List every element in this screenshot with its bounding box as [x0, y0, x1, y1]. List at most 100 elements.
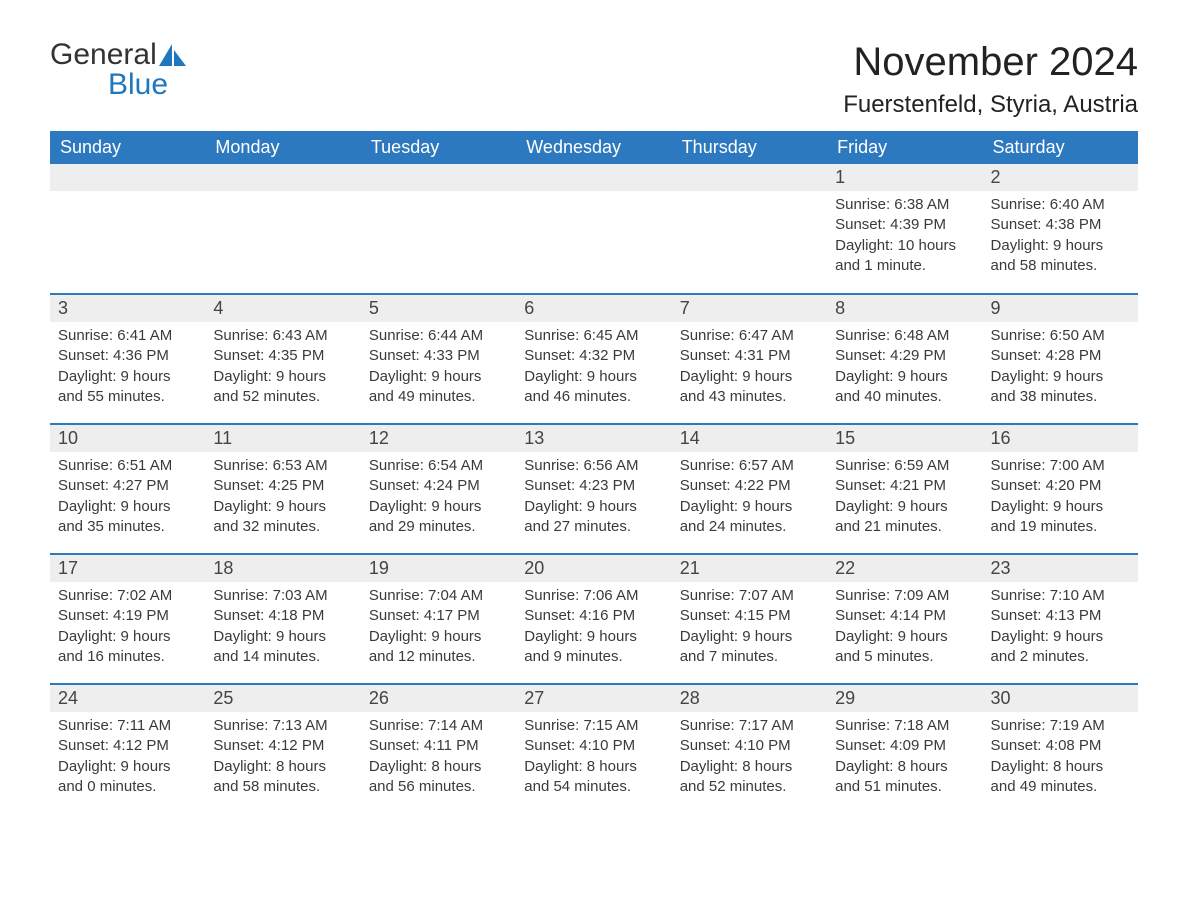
calendar-day-cell: 25 Sunrise: 7:13 AMSunset: 4:12 PMDayligh…	[205, 684, 360, 814]
sunrise-text: Sunrise: 7:02 AM	[58, 586, 197, 606]
daylight-text: Daylight: 8 hours and 49 minutes.	[991, 757, 1130, 798]
day-details: Sunrise: 6:41 AMSunset: 4:36 PMDaylight:…	[50, 322, 205, 415]
sunset-text: Sunset: 4:17 PM	[369, 606, 508, 626]
day-number: 4	[205, 295, 360, 322]
calendar-day-cell: 12Sunrise: 6:54 AMSunset: 4:24 PMDayligh…	[361, 424, 516, 554]
sunrise-text: Sunrise: 7:00 AM	[991, 456, 1130, 476]
sunrise-text: Sunrise: 7:18 AM	[835, 716, 974, 736]
sunset-text: Sunset: 4:12 PM	[213, 736, 352, 756]
sunrise-text: Sunrise: 7:11 AM	[58, 716, 197, 736]
day-number: 6	[516, 295, 671, 322]
sunrise-text: Sunrise: 6:57 AM	[680, 456, 819, 476]
daylight-text: Daylight: 8 hours and 58 minutes.	[213, 757, 352, 798]
sunrise-text: Sunrise: 6:43 AM	[213, 326, 352, 346]
day-details: Sunrise: 6:38 AMSunset: 4:39 PMDaylight:…	[827, 191, 982, 284]
day-details: Sunrise: 6:47 AMSunset: 4:31 PMDaylight:…	[672, 322, 827, 415]
calendar-week-row: 3Sunrise: 6:41 AMSunset: 4:36 PMDaylight…	[50, 294, 1138, 424]
calendar-day-cell: 6Sunrise: 6:45 AMSunset: 4:32 PMDaylight…	[516, 294, 671, 424]
weekday-header: Thursday	[672, 131, 827, 164]
day-number: 14	[672, 425, 827, 452]
day-details: Sunrise: 7:10 AMSunset: 4:13 PMDaylight:…	[983, 582, 1138, 675]
sunrise-text: Sunrise: 7:03 AM	[213, 586, 352, 606]
day-number: 15	[827, 425, 982, 452]
calendar-day-cell: 26Sunrise: 7:14 AMSunset: 4:11 PMDayligh…	[361, 684, 516, 814]
daylight-text: Daylight: 9 hours and 55 minutes.	[58, 367, 197, 408]
sunrise-text: Sunrise: 6:40 AM	[991, 195, 1130, 215]
daylight-text: Daylight: 9 hours and 21 minutes.	[835, 497, 974, 538]
sunset-text: Sunset: 4:23 PM	[524, 476, 663, 496]
sunset-text: Sunset: 4:28 PM	[991, 346, 1130, 366]
calendar-day-cell: 29Sunrise: 7:18 AMSunset: 4:09 PMDayligh…	[827, 684, 982, 814]
logo-word-2: Blue	[108, 70, 187, 100]
day-number: 5	[361, 295, 516, 322]
sunrise-text: Sunrise: 6:53 AM	[213, 456, 352, 476]
daylight-text: Daylight: 9 hours and 46 minutes.	[524, 367, 663, 408]
daylight-text: Daylight: 9 hours and 40 minutes.	[835, 367, 974, 408]
title-block: November 2024 Fuerstenfeld, Styria, Aust…	[843, 40, 1138, 119]
sunset-text: Sunset: 4:29 PM	[835, 346, 974, 366]
sunrise-text: Sunrise: 6:56 AM	[524, 456, 663, 476]
daylight-text: Daylight: 9 hours and 14 minutes.	[213, 627, 352, 668]
daylight-text: Daylight: 8 hours and 51 minutes.	[835, 757, 974, 798]
sail-icon	[159, 42, 187, 72]
day-number: 8	[827, 295, 982, 322]
daylight-text: Daylight: 9 hours and 58 minutes.	[991, 236, 1130, 277]
sunset-text: Sunset: 4:35 PM	[213, 346, 352, 366]
calendar-day-cell: 17Sunrise: 7:02 AMSunset: 4:19 PMDayligh…	[50, 554, 205, 684]
sunset-text: Sunset: 4:16 PM	[524, 606, 663, 626]
weekday-header: Tuesday	[361, 131, 516, 164]
daylight-text: Daylight: 8 hours and 56 minutes.	[369, 757, 508, 798]
sunset-text: Sunset: 4:32 PM	[524, 346, 663, 366]
day-details: Sunrise: 7:17 AMSunset: 4:10 PMDaylight:…	[672, 712, 827, 805]
sunset-text: Sunset: 4:33 PM	[369, 346, 508, 366]
sunset-text: Sunset: 4:39 PM	[835, 215, 974, 235]
calendar-day-cell: 27Sunrise: 7:15 AMSunset: 4:10 PMDayligh…	[516, 684, 671, 814]
sunrise-text: Sunrise: 7:07 AM	[680, 586, 819, 606]
sunset-text: Sunset: 4:15 PM	[680, 606, 819, 626]
calendar-day-cell	[672, 164, 827, 294]
sunrise-text: Sunrise: 6:38 AM	[835, 195, 974, 215]
day-details: Sunrise: 6:45 AMSunset: 4:32 PMDaylight:…	[516, 322, 671, 415]
day-details: Sunrise: 6:50 AMSunset: 4:28 PMDaylight:…	[983, 322, 1138, 415]
sunset-text: Sunset: 4:14 PM	[835, 606, 974, 626]
day-details: Sunrise: 7:07 AMSunset: 4:15 PMDaylight:…	[672, 582, 827, 675]
sunset-text: Sunset: 4:10 PM	[524, 736, 663, 756]
day-details: Sunrise: 6:53 AMSunset: 4:25 PMDaylight:…	[205, 452, 360, 545]
daylight-text: Daylight: 9 hours and 16 minutes.	[58, 627, 197, 668]
calendar-day-cell: 16Sunrise: 7:00 AMSunset: 4:20 PMDayligh…	[983, 424, 1138, 554]
day-number: 22	[827, 555, 982, 582]
day-details: Sunrise: 6:51 AMSunset: 4:27 PMDaylight:…	[50, 452, 205, 545]
day-number: 29	[827, 685, 982, 712]
sunset-text: Sunset: 4:10 PM	[680, 736, 819, 756]
calendar-day-cell: 2Sunrise: 6:40 AMSunset: 4:38 PMDaylight…	[983, 164, 1138, 294]
calendar-day-cell: 9Sunrise: 6:50 AMSunset: 4:28 PMDaylight…	[983, 294, 1138, 424]
logo-word-1: General	[50, 40, 157, 70]
day-number: 24	[50, 685, 205, 712]
calendar-day-cell: 18Sunrise: 7:03 AMSunset: 4:18 PMDayligh…	[205, 554, 360, 684]
day-number: 21	[672, 555, 827, 582]
daylight-text: Daylight: 9 hours and 27 minutes.	[524, 497, 663, 538]
calendar-day-cell: 11Sunrise: 6:53 AMSunset: 4:25 PMDayligh…	[205, 424, 360, 554]
calendar-day-cell: 14Sunrise: 6:57 AMSunset: 4:22 PMDayligh…	[672, 424, 827, 554]
day-details: Sunrise: 7:03 AMSunset: 4:18 PMDaylight:…	[205, 582, 360, 675]
daylight-text: Daylight: 9 hours and 43 minutes.	[680, 367, 819, 408]
location-label: Fuerstenfeld, Styria, Austria	[843, 91, 1138, 119]
sunrise-text: Sunrise: 6:41 AM	[58, 326, 197, 346]
day-number: 2	[983, 164, 1138, 191]
sunrise-text: Sunrise: 6:47 AM	[680, 326, 819, 346]
sunset-text: Sunset: 4:08 PM	[991, 736, 1130, 756]
sunrise-text: Sunrise: 7:13 AM	[213, 716, 352, 736]
sunset-text: Sunset: 4:21 PM	[835, 476, 974, 496]
day-details: Sunrise: 6:44 AMSunset: 4:33 PMDaylight:…	[361, 322, 516, 415]
calendar-day-cell	[516, 164, 671, 294]
calendar-day-cell: 15Sunrise: 6:59 AMSunset: 4:21 PMDayligh…	[827, 424, 982, 554]
weekday-header: Friday	[827, 131, 982, 164]
sunrise-text: Sunrise: 6:44 AM	[369, 326, 508, 346]
sunrise-text: Sunrise: 7:17 AM	[680, 716, 819, 736]
calendar-table: Sunday Monday Tuesday Wednesday Thursday…	[50, 131, 1138, 814]
day-number: 25	[205, 685, 360, 712]
weekday-header-row: Sunday Monday Tuesday Wednesday Thursday…	[50, 131, 1138, 164]
calendar-day-cell: 8Sunrise: 6:48 AMSunset: 4:29 PMDaylight…	[827, 294, 982, 424]
sunset-text: Sunset: 4:24 PM	[369, 476, 508, 496]
day-number: 19	[361, 555, 516, 582]
